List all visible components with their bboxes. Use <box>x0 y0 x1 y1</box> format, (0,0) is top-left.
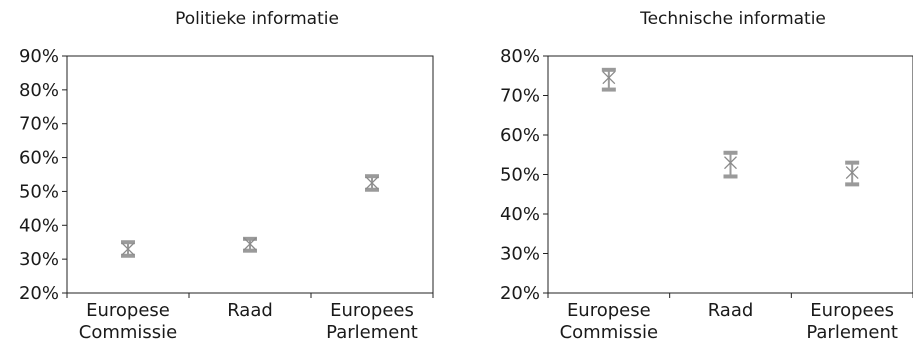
y-tick-label: 30% <box>19 249 59 270</box>
y-tick-label: 90% <box>19 46 59 67</box>
y-tick-label: 30% <box>500 244 540 265</box>
y-tick-label: 80% <box>19 80 59 101</box>
chart-panel-1: Politieke informatie 20% 30% 40% 50% 60% 70% 80… <box>19 9 434 343</box>
y-tick-label: 20% <box>19 283 59 304</box>
chart-title: Politieke informatie <box>175 9 339 29</box>
y-tick-label: 80% <box>500 46 540 67</box>
x-category-label: Europees Parlement <box>806 300 898 343</box>
data-point-marker <box>845 166 859 179</box>
y-tick-label: 20% <box>500 283 540 304</box>
x-category-label: Raad <box>708 300 754 321</box>
chart-title: Technische informatie <box>639 9 826 29</box>
plot-frame <box>66 55 434 294</box>
data-point-marker <box>243 237 257 251</box>
x-category-label: Europese Commissie <box>560 300 658 343</box>
y-tick-label: 60% <box>500 125 540 146</box>
y-tick-label: 50% <box>500 165 540 186</box>
y-tick-label: 70% <box>500 86 540 107</box>
data-point-marker <box>724 156 737 170</box>
data-point-marker <box>602 71 616 85</box>
y-tick-label: 60% <box>19 148 59 169</box>
x-category-label: Europese Commissie <box>79 300 177 343</box>
y-tick-label: 40% <box>500 204 540 225</box>
data-point-marker <box>365 176 379 190</box>
y-tick-label: 50% <box>19 181 59 202</box>
chart-panel-2: Technische informatie 20% 30% 40% 50% 60% 70% 8… <box>500 9 913 343</box>
x-category-label: Europees Parlement <box>326 300 418 343</box>
y-tick-label: 40% <box>19 215 59 236</box>
x-category-label: Raad <box>227 300 273 321</box>
y-tick-label: 70% <box>19 114 59 135</box>
data-point-marker <box>121 242 135 256</box>
